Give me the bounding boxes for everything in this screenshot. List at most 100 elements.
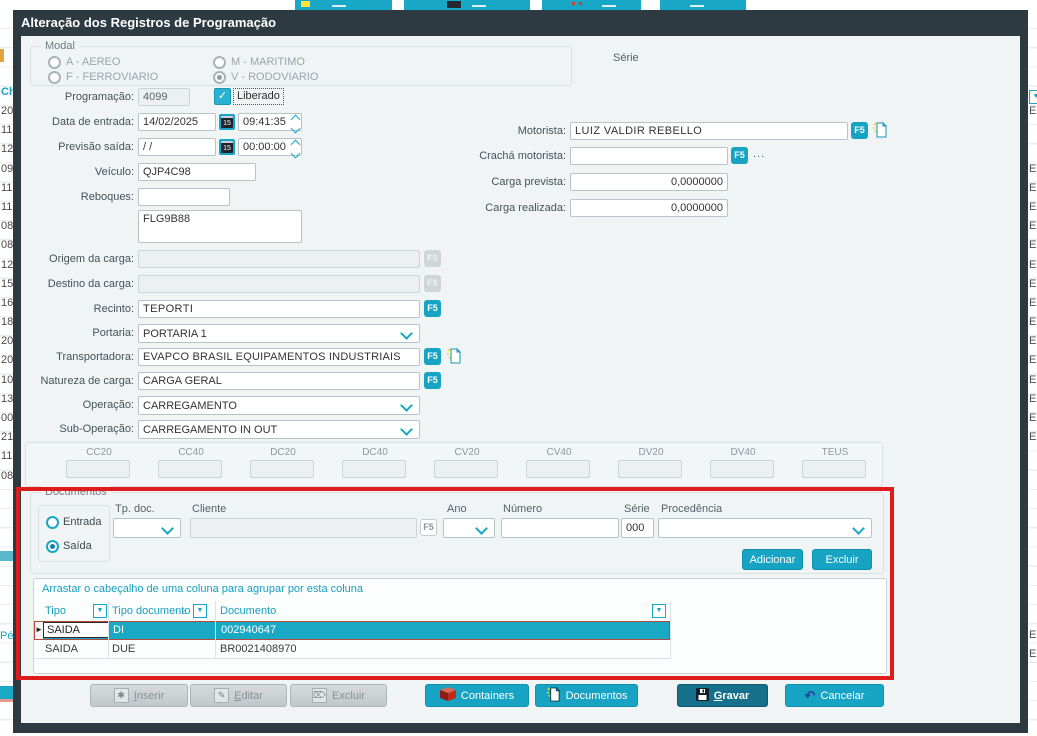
numero-input[interactable] xyxy=(501,518,619,538)
background-column-header: Ch xyxy=(1,86,13,98)
veiculo-label: Veículo: xyxy=(94,166,134,178)
cancel-undo-icon: ↶ xyxy=(804,688,816,703)
reboques-input[interactable] xyxy=(138,188,230,206)
grid-header-tipo-documento[interactable]: Tipo documento xyxy=(112,605,191,617)
documentos-direction-box xyxy=(38,505,110,562)
container-count-dv40: DV40 xyxy=(710,447,776,486)
destino-f5-button: F5 xyxy=(424,275,441,292)
group-by-hint[interactable]: Arrastar o cabeçalho de uma coluna para … xyxy=(42,583,364,595)
operacao-label: Operação: xyxy=(82,399,134,411)
data-entrada-calendar-button[interactable]: 15 xyxy=(219,114,235,130)
radio-modal-rodoviario xyxy=(213,71,226,84)
reboques-list-textarea[interactable]: FLG9B88 xyxy=(138,210,302,243)
radio-modal-aereo-label: A - AEREO xyxy=(66,56,121,68)
transportadora-f5-button[interactable]: F5 xyxy=(424,348,441,365)
spinner-down-icon xyxy=(290,123,300,134)
background-filter-icon: ▼ xyxy=(1029,90,1037,104)
data-entrada-time-input[interactable]: 09:41:35 xyxy=(238,113,302,131)
natureza-carga-input[interactable]: CARGA GERAL xyxy=(138,372,420,390)
save-floppy-icon xyxy=(695,687,709,704)
dialog-title: Alteração dos Registros de Programação xyxy=(21,15,277,30)
chevron-down-icon xyxy=(400,423,413,436)
radio-modal-maritimo-label: M - MARITIMO xyxy=(231,56,305,68)
motorista-label: Motorista: xyxy=(517,125,566,137)
data-entrada-label: Data de entrada: xyxy=(52,116,134,128)
toolbar-icon-fragment xyxy=(602,5,616,7)
grid-cell-tipo[interactable]: SAIDA xyxy=(43,622,109,638)
grid-cell-documento[interactable]: 002940647 xyxy=(221,624,277,636)
cracha-motorista-input[interactable] xyxy=(570,147,728,165)
container-count-dc40: DC40 xyxy=(342,447,408,486)
transportadora-input[interactable]: EVAPCO BRASIL EQUIPAMENTOS INDUSTRIAIS xyxy=(138,348,420,366)
data-entrada-date-input[interactable]: 14/02/2025 xyxy=(138,113,216,131)
ano-select[interactable] xyxy=(443,518,495,538)
sub-operacao-value: CARREGAMENTO IN OUT xyxy=(143,424,278,436)
grid-row-selected[interactable]: ► SAIDA DI 002940647 xyxy=(34,621,670,640)
radio-modal-maritimo xyxy=(213,56,226,69)
excluir-doc-button[interactable]: Excluir xyxy=(812,549,872,570)
container-count-cv20-input xyxy=(434,460,498,478)
toolbar-icon-fragment xyxy=(690,5,704,7)
carga-prevista-input[interactable]: 0,0000000 xyxy=(570,173,728,191)
radio-saida-label[interactable]: Saída xyxy=(63,540,92,552)
check-icon: ✓ xyxy=(217,90,228,102)
grid-row[interactable]: SAIDA DUE BR0021408970 xyxy=(34,640,670,659)
sub-operacao-select[interactable]: CARREGAMENTO IN OUT xyxy=(138,420,420,439)
veiculo-input[interactable]: QJP4C98 xyxy=(138,163,256,181)
cracha-f5-button[interactable]: F5 xyxy=(731,147,748,164)
grid-filter-tipo-icon[interactable]: ▼ xyxy=(93,604,107,618)
grid-header-documento[interactable]: Documento xyxy=(220,605,277,617)
natureza-f5-button[interactable]: F5 xyxy=(424,372,441,389)
motorista-input[interactable]: LUIZ VALDIR REBELLO xyxy=(570,122,848,140)
grid-cell-tipo-documento[interactable]: DUE xyxy=(112,643,136,655)
cancelar-button[interactable]: ↶ Cancelar xyxy=(785,684,884,707)
cliente-f5-button[interactable]: F5 xyxy=(420,519,437,536)
gravar-button[interactable]: Gravar xyxy=(677,684,768,707)
grid-filter-documento-icon[interactable]: ▼ xyxy=(652,604,666,618)
grid-cell-tipo-documento[interactable]: DI xyxy=(113,624,124,636)
toolbar-icon-fragment xyxy=(572,2,575,5)
cliente-label: Cliente xyxy=(192,503,227,515)
grid-filter-tipo-documento-icon[interactable]: ▼ xyxy=(193,604,207,618)
grid-header-tipo[interactable]: Tipo xyxy=(45,605,66,617)
portaria-select[interactable]: PORTARIA 1 xyxy=(138,324,420,343)
carga-realizada-input[interactable]: 0,0000000 xyxy=(570,199,728,217)
programacao-input: 4099 xyxy=(138,88,190,106)
liberado-checkbox[interactable]: ✓ xyxy=(214,88,231,105)
motorista-f5-button[interactable]: F5 xyxy=(851,122,868,139)
cracha-more-button[interactable]: ... xyxy=(753,148,766,160)
recinto-input[interactable]: TEPORTI xyxy=(138,300,420,318)
procedencia-select[interactable] xyxy=(658,518,872,538)
container-count-dv40-input xyxy=(710,460,774,478)
radio-entrada[interactable] xyxy=(46,516,59,529)
radio-saida[interactable] xyxy=(46,540,59,553)
origem-carga-input xyxy=(138,250,420,268)
container-count-dc40-input xyxy=(342,460,406,478)
liberado-label[interactable]: Liberado xyxy=(233,88,284,105)
recinto-f5-button[interactable]: F5 xyxy=(424,300,441,317)
previsao-saida-time-input[interactable]: 00:00:00 xyxy=(238,138,302,156)
container-cube-icon xyxy=(439,686,456,705)
adicionar-button[interactable]: Adicionar xyxy=(742,549,803,570)
transportadora-new-document-icon[interactable] xyxy=(446,347,462,370)
motorista-new-document-icon[interactable] xyxy=(872,121,888,144)
ano-label: Ano xyxy=(447,503,467,515)
data-entrada-time-spinner[interactable] xyxy=(289,114,301,134)
previsao-saida-date-input[interactable]: / / xyxy=(138,138,216,156)
spinner-down-icon xyxy=(290,148,300,159)
tp-doc-select[interactable] xyxy=(113,518,181,538)
toolbar-icon-fragment xyxy=(447,1,461,8)
edit-icon: ✎ xyxy=(214,688,230,703)
grid-cell-tipo[interactable]: SAIDA xyxy=(45,643,79,655)
operacao-select[interactable]: CARREGAMENTO xyxy=(138,396,420,415)
previsao-saida-calendar-button[interactable]: 15 xyxy=(219,139,235,155)
calendar-icon: 15 xyxy=(221,141,233,153)
grid-cell-documento[interactable]: BR0021408970 xyxy=(220,643,297,655)
radio-modal-ferroviario-label: F - FERROVIARIO xyxy=(66,71,159,83)
documentos-button[interactable]: Documentos xyxy=(535,684,638,707)
previsao-saida-time-spinner[interactable] xyxy=(289,139,301,159)
containers-button[interactable]: Containers xyxy=(425,684,529,707)
serie-doc-input[interactable]: 000 xyxy=(621,518,654,538)
radio-entrada-label[interactable]: Entrada xyxy=(63,516,102,528)
dialog-titlebar[interactable]: Alteração dos Registros de Programação xyxy=(13,10,1036,36)
